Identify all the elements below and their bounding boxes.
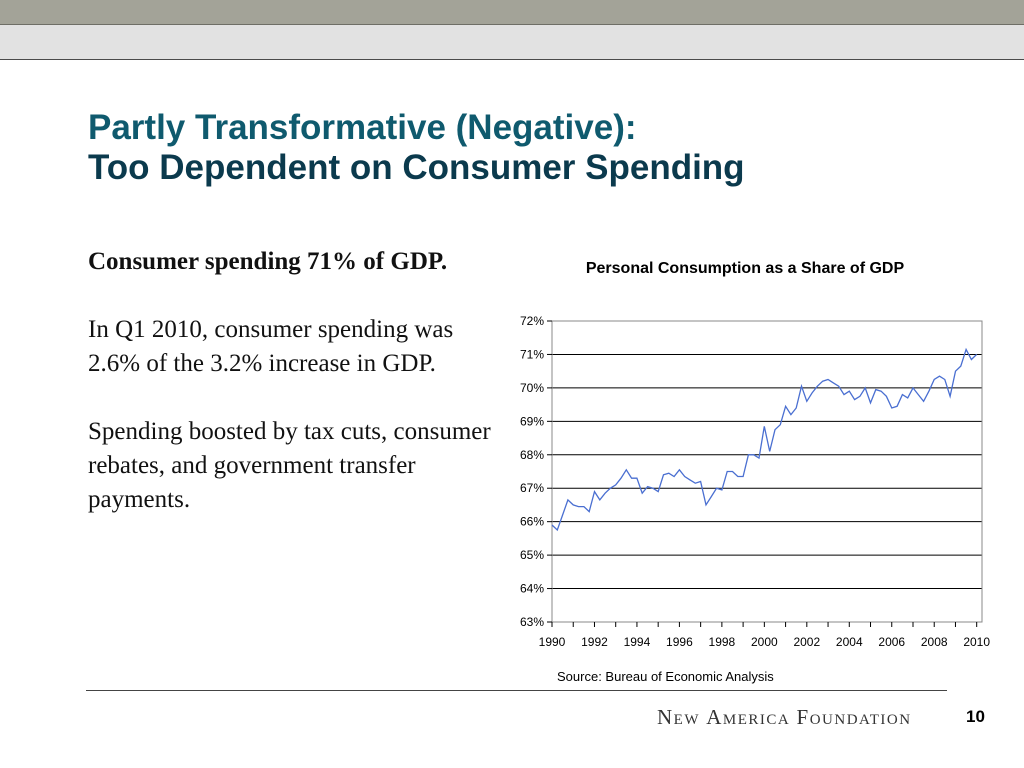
brand-logo: NEW AMERICA FOUNDATION [657, 705, 912, 730]
y-tick-label: 64% [520, 582, 544, 596]
y-tick-label: 63% [520, 615, 544, 629]
chart-title: Personal Consumption as a Share of GDP [585, 260, 905, 277]
body-text: Consumer spending 71% of GDP. In Q1 2010… [88, 245, 498, 551]
x-tick-label: 1996 [666, 635, 693, 649]
slide-title-line-1: Partly Transformative (Negative): [88, 108, 637, 147]
plot-frame [551, 320, 983, 623]
y-tick-label: 65% [520, 548, 544, 562]
slide-title: Partly Transformative (Negative): Too De… [88, 108, 745, 188]
x-tick-label: 2010 [963, 635, 990, 649]
y-tick-label: 72% [520, 314, 544, 328]
line-chart: 63% 64% 65% 66% 67% 68% 69% 70% 71% 72% 1990 1992 19… [520, 314, 990, 649]
y-tick-label: 69% [520, 414, 544, 428]
header-band-top [0, 0, 1024, 25]
source-note: Source: Bureau of Economic Analysis [557, 669, 774, 684]
header-band-secondary [0, 25, 1024, 60]
y-tick-label: 66% [520, 515, 544, 529]
x-tick-label: 2002 [793, 635, 820, 649]
x-tick-label: 2000 [751, 635, 778, 649]
x-tick-label: 2004 [836, 635, 863, 649]
x-tick-label: 1998 [709, 635, 736, 649]
y-tick-label: 70% [520, 381, 544, 395]
x-tick-label: 1990 [539, 635, 566, 649]
bullet-text: Spending boosted by tax cuts, consumer r… [88, 418, 491, 513]
x-tick-label: 1992 [581, 635, 608, 649]
y-tick-label: 67% [520, 481, 544, 495]
bullet-text: Consumer spending 71% of GDP. [88, 248, 448, 275]
page-number: 10 [966, 707, 985, 726]
series-line [551, 347, 978, 532]
y-tick-label: 71% [520, 347, 544, 361]
x-tick-label: 2006 [878, 635, 905, 649]
footer-divider [86, 690, 947, 691]
x-tick-label: 2008 [921, 635, 948, 649]
brand-logo-text: NEW AMERICA FOUNDATION [657, 705, 912, 729]
bullet-text: In Q1 2010, consumer spending was 2.6% o… [88, 316, 454, 377]
x-tick-label: 1994 [624, 635, 651, 649]
y-tick-label: 68% [520, 448, 544, 462]
slide-title-line-2: Too Dependent on Consumer Spending [88, 148, 745, 187]
